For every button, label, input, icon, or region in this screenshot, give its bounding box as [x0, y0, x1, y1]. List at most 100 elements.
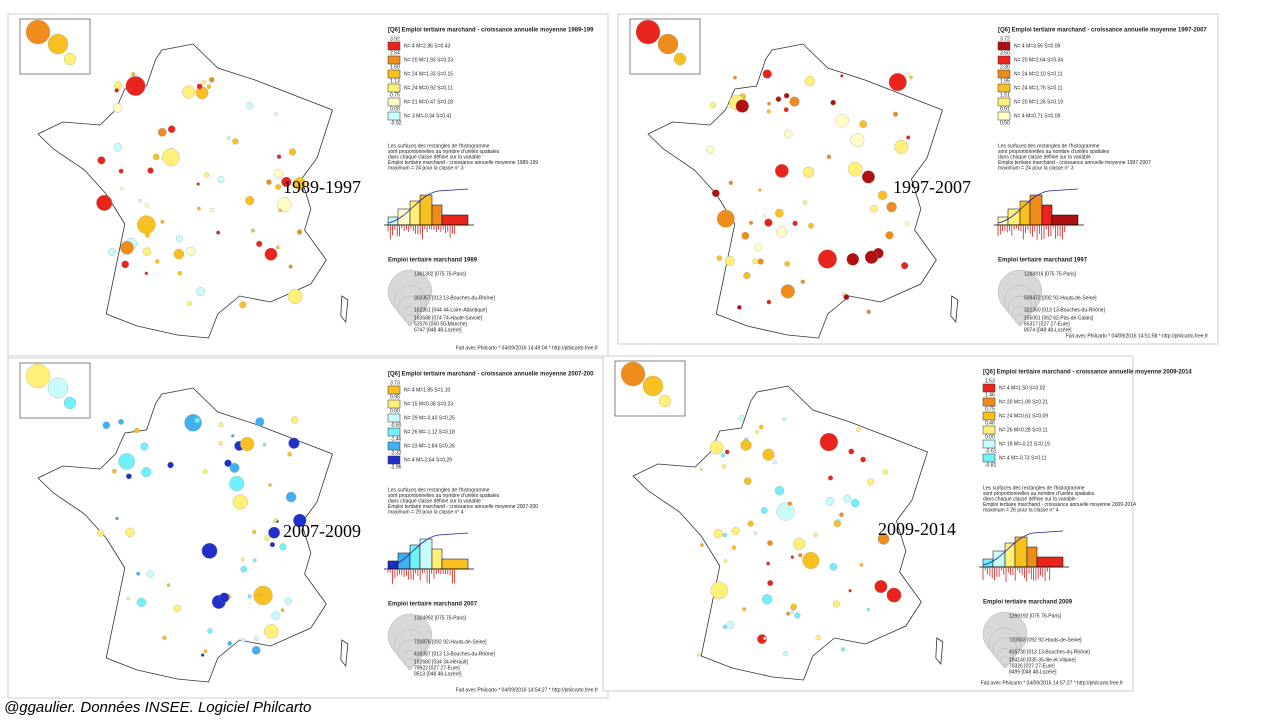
dept-symbol: [287, 289, 303, 304]
dept-symbol: [766, 109, 771, 114]
histogram-note: maximum = 26 pour la classe n° 4: [983, 507, 1059, 513]
class-label: N= 26 M=-1.12 S=0.18: [404, 429, 455, 435]
size-legend-item: 1288916 [075 75-Paris]: [1024, 271, 1077, 277]
cumulative-curve: [387, 188, 469, 224]
dept-symbol: [696, 652, 701, 657]
size-legend-title: Emploi tertiaire marchand 2007: [388, 602, 478, 608]
dept-symbol: [716, 255, 723, 261]
inset-symbol: [642, 375, 664, 397]
dept-symbol: [882, 469, 889, 475]
dept-symbol: [118, 418, 124, 425]
dept-symbol: [264, 535, 271, 541]
size-legend-item: 1324992 [075 75-Paris]: [414, 615, 467, 621]
class-swatch: [387, 427, 401, 437]
dept-symbol: [207, 628, 213, 634]
dept-symbol: [250, 228, 255, 233]
histogram-note: Les surfaces des rectangles de l'histogr…: [388, 143, 490, 149]
dept-symbol: [706, 145, 715, 154]
class-break: 0.00: [390, 408, 400, 414]
class-break: 0.75: [985, 406, 995, 412]
dept-symbol: [752, 258, 759, 265]
dept-symbol: [754, 243, 763, 252]
dept-symbol: [166, 583, 171, 587]
dept-symbol: [798, 553, 803, 558]
dept-symbol: [819, 432, 838, 452]
size-legend-item: 192680 [034 34-Hérault]: [414, 659, 469, 665]
dept-symbol: [783, 107, 789, 113]
size-legend-title: Emploi tertiaire marchand 1989: [388, 258, 478, 264]
class-swatch: [387, 97, 401, 107]
dept-symbol: [277, 197, 292, 213]
histogram-note: sont proportionnelles au nombre d'unités…: [983, 491, 1095, 497]
class-break: 3.73: [390, 380, 400, 386]
dept-symbol: [766, 299, 772, 305]
dept-symbol: [253, 585, 273, 606]
dept-symbol: [710, 581, 729, 600]
class-label: N= 20 M=1.93 S=0.23: [404, 57, 453, 63]
inset-symbol: [25, 19, 51, 45]
dept-symbol: [203, 649, 208, 654]
dept-symbol: [177, 271, 182, 276]
dept-symbol: [293, 177, 306, 190]
corsica: [340, 639, 349, 667]
dept-symbol: [157, 127, 167, 137]
size-legend-item: 6747 [048 48-Lozère]: [414, 327, 462, 333]
inset-symbol: [25, 363, 51, 389]
histogram-note: maximum = 24 pour la classe n° 3: [998, 165, 1074, 171]
dept-symbol: [743, 272, 751, 280]
dept-symbol: [240, 436, 255, 452]
dept-symbol: [173, 248, 185, 260]
dept-symbol: [789, 96, 800, 107]
class-swatch: [982, 439, 996, 449]
dept-symbol: [219, 592, 230, 603]
class-swatch: [387, 69, 401, 79]
cumulative-curve: [997, 188, 1079, 224]
size-legend-item: 8495 [048 48-Lozère]: [1009, 669, 1057, 675]
class-break: 0.00: [985, 434, 995, 440]
dept-symbol: [861, 170, 875, 184]
dept-symbol: [825, 496, 835, 506]
dept-symbol: [266, 179, 272, 185]
class-swatch: [387, 385, 401, 395]
dept-symbol: [118, 453, 135, 470]
dept-symbol: [187, 301, 192, 306]
histogram-note: Les surfaces des rectangles de l'histogr…: [983, 485, 1085, 491]
dept-symbol: [780, 284, 795, 299]
dept-symbol: [239, 301, 247, 309]
dept-symbol: [144, 203, 149, 208]
histogram-note: dans chaque classe définie sur la variab…: [388, 498, 484, 504]
dept-symbol: [276, 154, 282, 159]
dept-symbol: [893, 111, 899, 117]
dept-symbol: [835, 113, 849, 128]
class-swatch: [997, 41, 1011, 51]
dept-symbol: [184, 414, 202, 432]
dept-symbol: [783, 129, 793, 139]
dept-symbol: [102, 421, 111, 430]
cumulative-curve: [387, 532, 469, 568]
dept-symbol: [790, 603, 797, 611]
corsica: [935, 637, 944, 665]
histogram-bar: [431, 204, 443, 226]
size-circle: [1002, 663, 1008, 669]
dept-symbol: [279, 543, 287, 551]
dept-symbol: [836, 519, 841, 523]
class-swatch: [387, 413, 401, 423]
dept-symbol: [786, 611, 791, 616]
histogram-bar: [409, 544, 421, 570]
dept-symbol: [760, 507, 768, 514]
dept-symbol: [210, 208, 215, 213]
inset-symbol: [47, 33, 69, 55]
panel: 2009-2014 [Q6] Emploi tertiaire marchand …: [602, 355, 1192, 692]
footer: Fait avec Philcarto * 04/09/2016 14:54:2…: [456, 687, 599, 693]
dept-symbol: [782, 417, 786, 422]
class-label: N= 4 M=-0.73 S=0.11: [999, 455, 1047, 461]
dept-symbol: [886, 587, 902, 603]
dept-symbol: [840, 74, 844, 78]
dept-symbol: [859, 562, 864, 567]
corsica: [950, 295, 959, 323]
dept-symbol: [722, 624, 728, 630]
dept-symbol: [733, 75, 737, 80]
histogram-note: sont proportionnelles au nombre d'unités…: [388, 493, 500, 499]
dept-symbol: [724, 449, 730, 455]
dept-symbol: [877, 533, 890, 545]
